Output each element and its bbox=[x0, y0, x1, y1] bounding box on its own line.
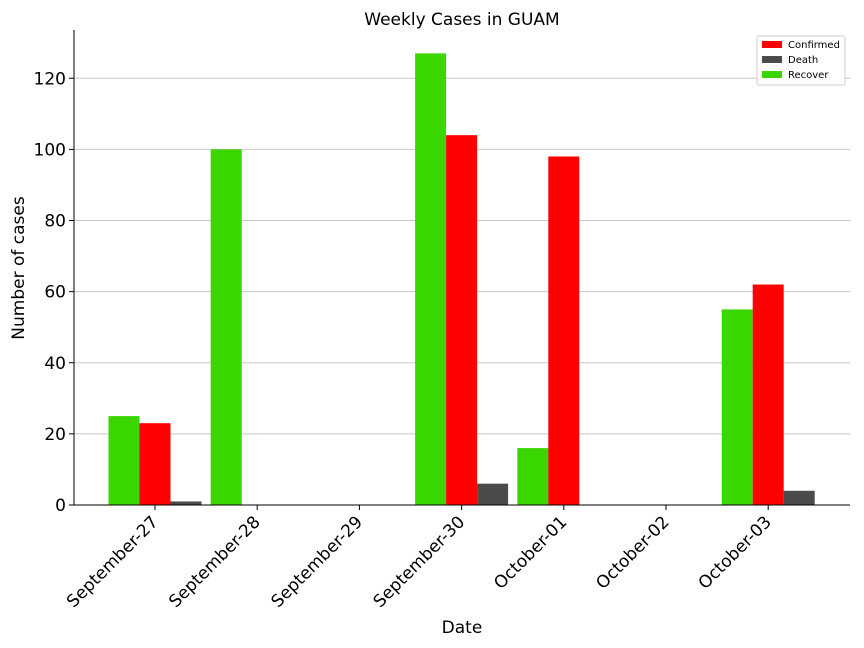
x-axis-label: Date bbox=[442, 618, 483, 638]
legend-label-death: Death bbox=[788, 55, 818, 66]
x-ticks: September-27 September-28 September-29 Sept… bbox=[63, 505, 776, 612]
x-tick-label: September-27 bbox=[63, 512, 162, 611]
y-tick-label: 0 bbox=[55, 496, 66, 516]
bar-recover bbox=[721, 309, 753, 505]
bar-confirmed bbox=[139, 423, 171, 505]
bar-recover bbox=[108, 416, 140, 505]
legend-swatch-death bbox=[762, 56, 782, 63]
y-tick-label: 20 bbox=[44, 425, 66, 445]
bar-death bbox=[477, 483, 509, 505]
legend-swatch-confirmed bbox=[762, 41, 782, 48]
y-ticks: 0 20 40 60 80 100 120 bbox=[34, 69, 74, 516]
chart-title: Weekly Cases in GUAM bbox=[364, 10, 559, 30]
bar-death bbox=[170, 501, 202, 505]
y-tick-label: 40 bbox=[44, 354, 66, 374]
y-axis-label: Number of cases bbox=[9, 196, 29, 340]
x-tick-label: September-29 bbox=[267, 512, 366, 611]
bar-confirmed bbox=[548, 156, 580, 505]
y-tick-label: 60 bbox=[44, 283, 66, 303]
bar-death bbox=[783, 490, 815, 505]
y-tick-label: 80 bbox=[44, 212, 66, 232]
bar-confirmed bbox=[752, 284, 784, 505]
x-tick-label: September-30 bbox=[370, 512, 469, 611]
legend-swatch-recover bbox=[762, 71, 782, 78]
bar-recover bbox=[415, 53, 447, 505]
x-tick-label: October-02 bbox=[592, 512, 673, 593]
bars-group bbox=[108, 53, 815, 505]
bar-confirmed bbox=[446, 135, 478, 505]
y-tick-label: 120 bbox=[34, 69, 66, 89]
bar-recover bbox=[210, 149, 242, 505]
x-tick-label: October-01 bbox=[490, 512, 571, 593]
legend-label-confirmed: Confirmed bbox=[788, 40, 840, 51]
legend: Confirmed Death Recover bbox=[756, 35, 846, 86]
x-tick-label: October-03 bbox=[695, 512, 776, 593]
x-tick-label: September-28 bbox=[165, 512, 264, 611]
y-tick-label: 100 bbox=[34, 140, 66, 160]
legend-label-recover: Recover bbox=[788, 70, 829, 81]
bar-recover bbox=[517, 448, 549, 505]
